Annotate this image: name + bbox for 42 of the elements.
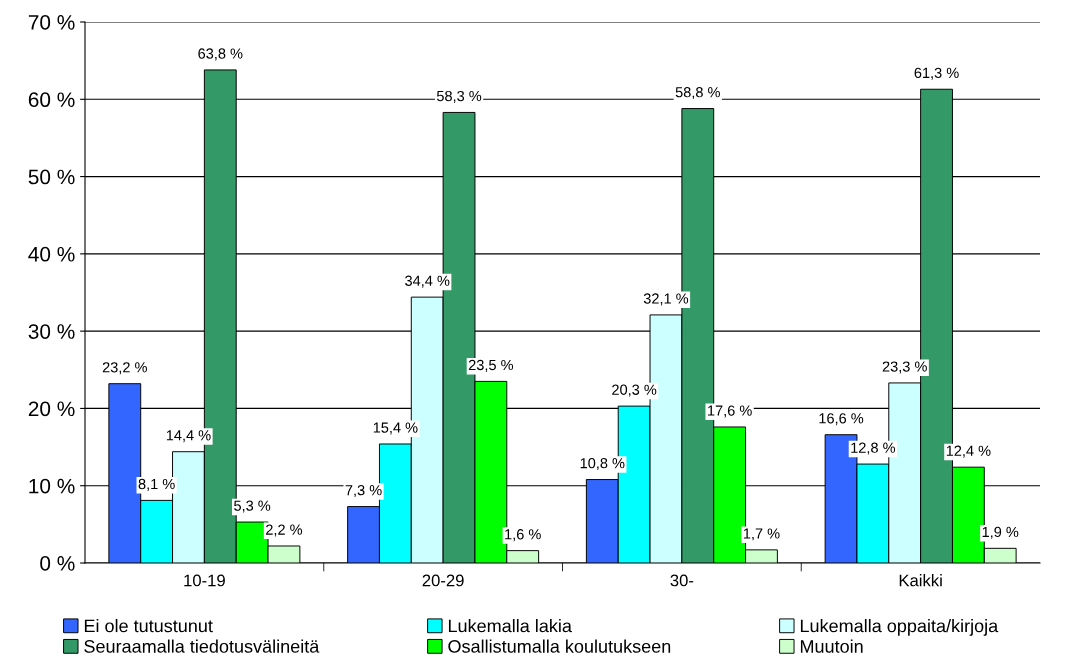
data-label: 1,9 % — [982, 526, 1019, 539]
y-tick-label: 0 % — [40, 556, 75, 571]
data-label: 32,1 % — [643, 293, 689, 306]
data-label: 12,8 % — [851, 442, 896, 455]
legend-label: Osallistumalla koulutukseen — [448, 639, 671, 653]
data-label: 23,2 % — [102, 362, 147, 375]
data-label: 58,3 % — [436, 90, 482, 103]
y-tick-label: 60 % — [28, 92, 75, 108]
data-label: 61,3 % — [914, 67, 959, 80]
x-tick-label: 10-19 — [184, 574, 225, 587]
data-label: 15,4 % — [373, 422, 418, 435]
data-label: 23,5 % — [468, 359, 514, 372]
legend-label: Muutoin — [800, 639, 863, 653]
x-tick-label: 20-29 — [422, 574, 464, 587]
data-label: 1,7 % — [743, 528, 780, 541]
data-label: 2,2 % — [266, 524, 303, 537]
y-tick-label: 40 % — [28, 246, 75, 262]
data-label: 1,6 % — [505, 529, 541, 542]
x-tick-label: 30- — [670, 574, 694, 587]
y-tick-label: 20 % — [28, 401, 75, 417]
data-label: 14,4 % — [166, 430, 211, 443]
data-label: 17,6 % — [708, 405, 752, 418]
y-tick-label: 70 % — [28, 15, 75, 30]
data-label: 20,3 % — [612, 384, 657, 397]
x-tick-label: Kaikki — [899, 574, 942, 587]
legend-label: Ei ole tutustunut — [84, 619, 213, 633]
legend-label: Lukemalla oppaita/kirjoja — [800, 619, 999, 636]
y-tick-label: 10 % — [29, 478, 75, 494]
data-label: 8,1 % — [138, 478, 175, 491]
data-label: 23,3 % — [882, 361, 927, 374]
y-tick-label: 50 % — [28, 169, 75, 185]
data-label: 58,8 % — [675, 87, 720, 100]
y-tick-label: 30 % — [28, 324, 75, 339]
data-label: 63,8 % — [198, 48, 243, 61]
data-label: 34,4 % — [405, 275, 450, 288]
data-label: 12,4 % — [946, 445, 991, 458]
data-label: 7,3 % — [345, 485, 382, 498]
data-label: 10,8 % — [580, 457, 625, 471]
data-label: 16,6 % — [819, 413, 864, 426]
data-label: 5,3 % — [234, 500, 271, 513]
legend-label: Lukemalla lakia — [448, 619, 572, 633]
legend-label: Seuraamalla tiedotusvälineitä — [84, 639, 320, 653]
